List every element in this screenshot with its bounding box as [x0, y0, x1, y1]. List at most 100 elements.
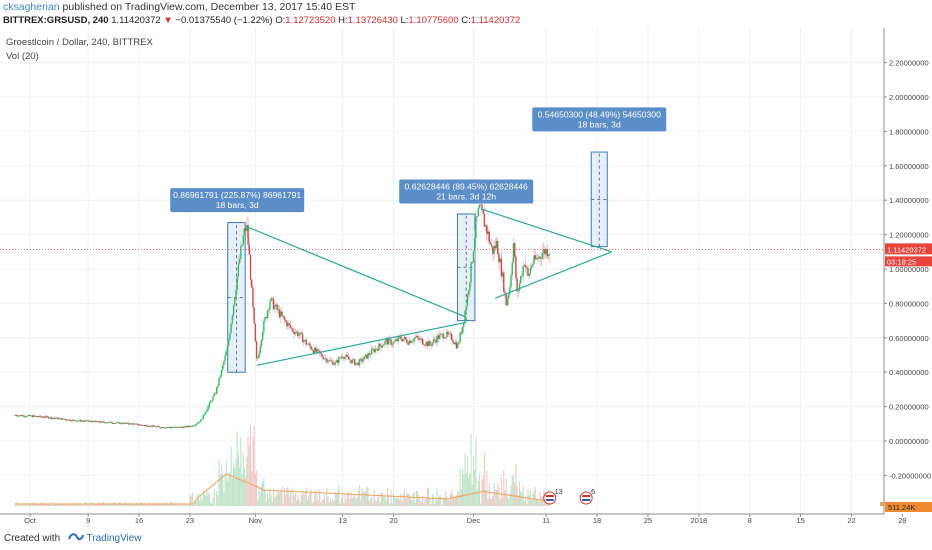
volume-bar [323, 494, 325, 506]
trendline[interactable] [244, 225, 467, 318]
volume-bar [405, 498, 407, 506]
candle-body [465, 306, 467, 311]
candle-body [221, 365, 224, 370]
volume-bar [538, 501, 540, 506]
plot-area[interactable] [0, 28, 884, 514]
volume-bar [390, 490, 392, 506]
volume-bar [266, 493, 269, 506]
volume-bar [374, 500, 376, 506]
volume-bar [200, 494, 202, 506]
candle-body [215, 387, 218, 394]
volume-bar [334, 491, 336, 506]
volume-bar [400, 493, 402, 506]
candle-body [400, 336, 402, 339]
candle-body [321, 353, 323, 357]
candle-body [201, 418, 203, 420]
price-tick-label: 2.00000000 [889, 93, 929, 102]
candle-body [516, 278, 518, 292]
volume-bar [399, 499, 401, 506]
trendline[interactable] [480, 208, 612, 253]
candle-body [276, 304, 278, 311]
volume-bar [312, 502, 315, 506]
volume-legend[interactable]: Vol (20) [6, 51, 39, 62]
symbol[interactable]: BITTREX:GRSUSD, 240 [3, 15, 109, 26]
candle-body [14, 415, 17, 416]
candle-body [418, 337, 420, 340]
volume-bar [535, 499, 538, 506]
created-with-text: Created with [4, 533, 61, 544]
volume-bar [180, 504, 183, 506]
event-count: 6 [591, 489, 595, 496]
candle-body [238, 258, 241, 264]
trendline[interactable] [256, 321, 467, 366]
candle-body [133, 423, 135, 425]
candle-body [148, 426, 150, 428]
candle-body [263, 320, 265, 333]
candle-body [43, 417, 46, 419]
candle-body [522, 265, 524, 277]
volume-bar [453, 496, 455, 506]
volume-bar [225, 460, 227, 506]
candle-body [24, 416, 26, 418]
volume-bar [397, 494, 399, 506]
volume-bar [22, 503, 24, 506]
measure-label-box[interactable] [170, 188, 305, 213]
volume-bar [472, 457, 475, 506]
volume-bar [142, 504, 144, 506]
author-link[interactable]: cksagherian [3, 1, 60, 13]
candle-body [229, 333, 231, 340]
candle-body [329, 359, 332, 361]
candle-body [195, 424, 197, 426]
candle-body [38, 415, 41, 417]
candle-body [349, 359, 351, 361]
volume-bar [319, 489, 321, 506]
candle-body [254, 323, 257, 342]
candle-body [277, 309, 280, 311]
volume-bar [247, 436, 249, 506]
volume-bar [414, 502, 416, 506]
measure-label-box[interactable] [532, 107, 667, 132]
candle-body [497, 240, 499, 255]
candle-body [427, 341, 430, 347]
candle-body [354, 359, 356, 365]
volume-bar [182, 503, 184, 506]
candle-body [42, 416, 45, 418]
candle-body [116, 422, 118, 424]
volume-bar [306, 499, 309, 506]
volume-bar [231, 478, 233, 506]
measure-label-box[interactable] [399, 179, 534, 204]
volume-bar [291, 502, 293, 506]
candle-body [446, 331, 448, 338]
volume-bar [310, 489, 312, 506]
candle-body [88, 421, 91, 423]
volume-bar [468, 477, 470, 506]
series-legend[interactable]: Groestlcoin / Dollar, 240, BITTREX [6, 37, 153, 48]
candle-body [280, 311, 282, 318]
time-tick-label: Dec [467, 516, 481, 525]
volume-bar [504, 490, 506, 506]
volume-bar [121, 503, 123, 506]
candle-body [100, 421, 103, 423]
candle-body [383, 344, 385, 346]
candle-body [271, 297, 274, 299]
price-axis[interactable] [884, 28, 932, 528]
volume-bar [262, 480, 264, 506]
volume-bar [246, 456, 248, 506]
tradingview-brand[interactable]: TradingView [86, 533, 142, 544]
volume-bar [77, 504, 80, 506]
candle-body [120, 422, 122, 424]
volume-bar [37, 504, 40, 506]
volume-bar [508, 499, 510, 506]
volume-bar [402, 493, 404, 506]
volume-bar [31, 503, 33, 506]
volume-bar [372, 502, 374, 506]
candle-body [126, 422, 128, 424]
volume-bar [509, 493, 511, 506]
trendline[interactable] [495, 251, 612, 299]
candle-body [230, 323, 232, 334]
candle-body [34, 415, 36, 417]
candle-body [413, 338, 415, 342]
chart-legend: Groestlcoin / Dollar, 240, BITTREX Vol (… [6, 36, 153, 64]
price-tick-label: 1.40000000 [889, 196, 929, 205]
